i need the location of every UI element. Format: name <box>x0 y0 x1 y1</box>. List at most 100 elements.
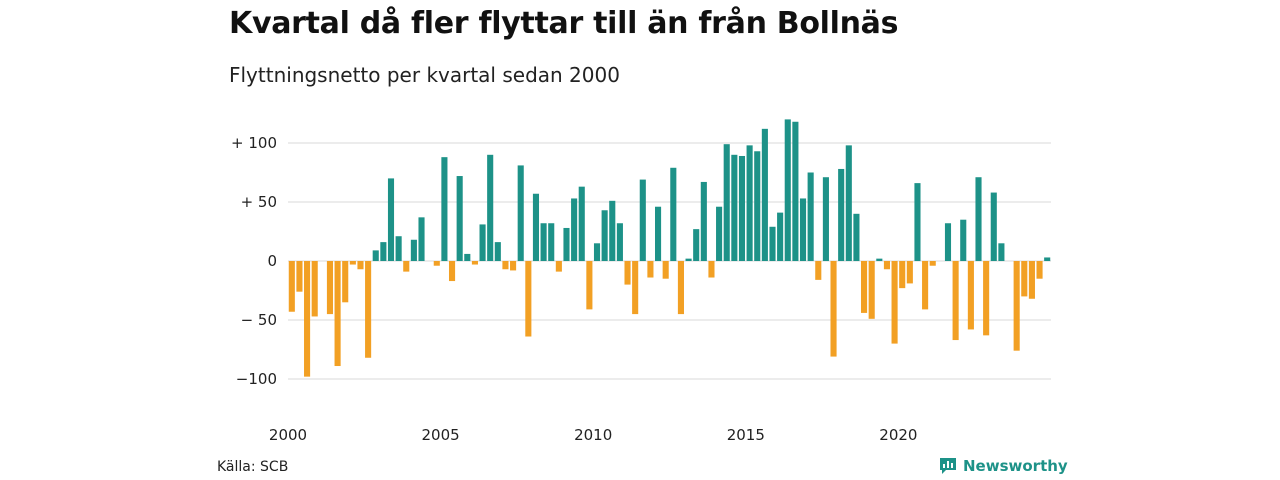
x-tick-label: 2015 <box>727 426 765 444</box>
bar <box>799 198 807 261</box>
bar <box>761 128 768 261</box>
bar <box>754 151 761 261</box>
bar <box>632 261 639 315</box>
chart-title: Kvartal då fler flyttar till än från Bol… <box>229 6 899 41</box>
bar <box>609 200 616 261</box>
bar <box>670 167 677 261</box>
y-tick-label: −100 <box>236 370 277 388</box>
bar <box>334 261 341 367</box>
bar <box>639 179 646 261</box>
x-tick-label: 2020 <box>879 426 917 444</box>
bar <box>487 154 494 261</box>
bar <box>929 261 936 266</box>
bar <box>975 177 982 261</box>
bar <box>891 261 898 344</box>
bar <box>410 239 417 261</box>
bar <box>906 261 913 284</box>
x-tick-label: 2010 <box>574 426 612 444</box>
bar <box>838 168 845 261</box>
bar <box>922 261 929 310</box>
bar <box>1036 261 1043 279</box>
bar <box>372 250 379 261</box>
bar <box>403 261 410 272</box>
bar <box>548 223 555 261</box>
bar <box>555 261 562 272</box>
bar <box>723 144 730 261</box>
bar <box>716 206 723 261</box>
bar <box>830 261 837 357</box>
bar <box>380 242 387 261</box>
bar <box>342 261 349 303</box>
bar <box>479 224 486 261</box>
bar <box>304 261 311 377</box>
bar <box>616 223 623 261</box>
bar <box>456 176 463 261</box>
bar <box>815 261 822 280</box>
bar <box>876 258 883 261</box>
bar <box>861 261 868 313</box>
x-tick-label: 2005 <box>422 426 460 444</box>
bar <box>784 119 791 262</box>
bar <box>845 145 852 261</box>
bar <box>899 261 906 289</box>
bar <box>731 154 738 261</box>
bar <box>349 261 356 265</box>
bar <box>853 213 860 261</box>
bar <box>326 261 334 315</box>
bar <box>1028 261 1035 299</box>
bar <box>693 229 700 261</box>
bar <box>944 223 952 261</box>
bar <box>685 258 692 261</box>
chart-subtitle: Flyttningsnetto per kvartal sedan 2000 <box>229 63 620 87</box>
bar <box>464 253 471 261</box>
bar <box>777 212 784 261</box>
bar <box>624 261 631 285</box>
bar <box>510 261 517 271</box>
y-tick-label: + 50 <box>241 193 277 211</box>
bar <box>563 227 570 261</box>
brand-name: Newsworthy <box>963 457 1068 475</box>
source-note: Källa: SCB <box>217 459 289 475</box>
bar <box>967 261 974 330</box>
bar <box>517 165 524 261</box>
bar <box>1013 261 1020 351</box>
bar <box>441 157 448 261</box>
bar <box>418 217 425 261</box>
bar <box>502 261 509 270</box>
bar <box>807 172 814 261</box>
bar <box>677 261 684 315</box>
bar <box>746 145 753 261</box>
y-tick-label: 0 <box>267 252 277 270</box>
bar <box>494 242 501 261</box>
bar <box>1021 261 1028 297</box>
bar <box>738 155 746 261</box>
bar <box>471 261 478 265</box>
bar <box>593 243 601 261</box>
bar <box>868 261 875 319</box>
bar <box>960 219 967 261</box>
x-tick-label: 2000 <box>269 426 307 444</box>
bar <box>532 193 540 261</box>
bar <box>365 261 372 358</box>
bar <box>448 261 456 282</box>
bar <box>883 261 890 270</box>
bar <box>571 198 578 261</box>
bar <box>1044 257 1051 261</box>
bar <box>647 261 654 278</box>
bar <box>578 186 585 261</box>
bar <box>540 223 547 261</box>
bar <box>288 261 295 312</box>
bar <box>983 261 990 336</box>
newsworthy-logo: Newsworthy <box>938 456 1068 476</box>
bar <box>311 261 318 317</box>
bar <box>708 261 715 278</box>
newsworthy-logo-icon <box>940 458 956 474</box>
bar <box>769 226 776 261</box>
bar <box>792 121 799 261</box>
bar <box>700 181 707 261</box>
bar <box>952 261 959 341</box>
bar <box>357 261 364 270</box>
bar <box>822 177 829 261</box>
y-tick-label: + 100 <box>231 134 277 152</box>
bar-chart: + 100 + 50 0 − 50 −100 2000 2005 2010 2015 2020 <box>231 119 1051 444</box>
